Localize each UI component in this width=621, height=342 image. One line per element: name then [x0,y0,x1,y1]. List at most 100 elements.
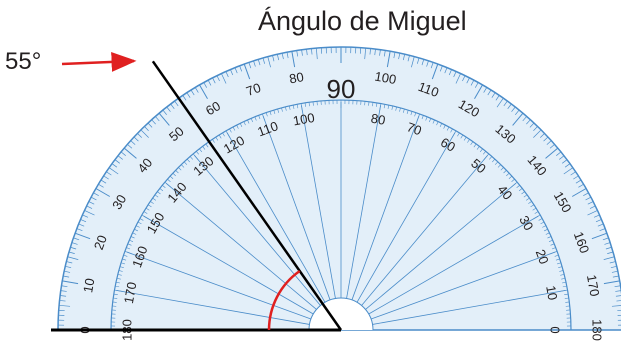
tick-mark [453,71,457,78]
tick-mark [60,290,67,292]
tick-mark [90,196,97,201]
tick-mark [611,305,621,307]
tick-mark [611,270,618,273]
inner-tick-mark [545,232,550,235]
inner-tick-mark [202,146,206,150]
tick-mark [82,214,89,218]
inner-tick-mark [511,178,515,182]
inner-tick-mark [127,243,132,246]
inner-tick-mark [120,262,125,265]
tick-mark [462,75,466,82]
inner-tick-mark [212,139,215,143]
inner-tick-mark [473,143,477,148]
tick-mark [570,171,576,176]
spoke-line [370,251,556,320]
tick-mark [411,56,415,68]
tick-mark [474,84,483,100]
inner-tick-mark [218,134,222,139]
inner-tick-mark [162,185,166,189]
inner-tick-mark [152,197,157,201]
tick-mark [286,52,289,59]
tick-mark [158,112,170,126]
inner-tick-mark [243,121,246,126]
inner-tick-mark [542,225,547,228]
tick-mark [190,89,195,96]
scale-label: 180 [590,319,605,341]
inner-tick-mark [137,221,142,225]
tick-mark [151,119,156,125]
scale-label: 30 [109,192,129,212]
tick-mark [470,79,475,86]
inner-tick-mark [145,207,150,211]
inner-tick-mark [304,102,306,107]
tick-mark [583,192,589,197]
tick-mark [182,95,187,101]
inner-tick-mark [450,128,453,133]
inner-tick-mark [172,172,176,177]
inner-tick-mark [273,109,276,114]
tick-mark [306,49,308,56]
tick-mark [71,242,78,245]
scale-label: 110 [255,118,280,139]
tick-mark [68,251,75,254]
tick-mark [379,49,381,56]
protractor-body [57,46,621,331]
tick-mark [562,159,568,164]
tick-mark [267,56,271,68]
inner-tick-mark [391,105,394,110]
tick-mark [597,223,604,227]
inner-tick-mark [247,119,250,124]
scale-label: 100 [373,69,397,88]
tick-mark [86,205,93,209]
tick-mark [545,147,559,159]
inner-tick-mark [139,218,144,221]
tick-mark [556,151,562,156]
tick-mark [106,171,112,176]
tick-mark [599,228,606,232]
inner-tick-mark [540,221,545,225]
inner-tick-mark [521,191,525,195]
tick-mark [549,144,555,149]
tick-mark [615,290,621,292]
inner-tick-mark [559,270,564,272]
tick-mark [533,129,542,138]
scale-label: 10 [80,277,97,294]
inner-tick-mark [232,126,236,131]
inner-tick-mark [446,126,450,131]
inner-tick-mark [403,108,405,113]
tick-mark [466,77,470,84]
inner-tick-mark [532,207,537,211]
tick-mark [311,48,313,55]
inner-tick-mark [557,262,562,265]
tick-mark [64,270,71,273]
inner-tick-mark [564,293,569,295]
inner-tick-mark [308,102,310,107]
inner-tick-mark [387,104,390,110]
tick-mark [563,167,574,175]
inner-tick-mark [115,281,121,284]
inner-tick-mark [399,107,401,112]
tick-mark [248,62,252,69]
inner-tick-mark [118,270,123,272]
inner-tick-mark [113,293,118,295]
tick-mark [276,54,280,61]
inner-tick-mark [497,164,501,168]
inner-tick-mark [416,113,420,122]
tick-mark [503,100,508,107]
tick-mark [70,246,77,250]
inner-tick-mark [150,201,154,204]
tick-mark [59,300,66,302]
protractor-ticks [58,47,621,331]
tick-mark [207,79,212,86]
tick-mark [93,192,99,197]
tick-mark [65,265,72,269]
tick-mark [430,62,434,69]
tick-mark [593,214,600,218]
tick-mark [512,112,524,126]
tick-mark [63,275,70,278]
spoke-line [194,155,321,306]
tick-mark [212,77,216,84]
inner-tick-mark [460,134,464,139]
scale-label: 170 [121,281,140,305]
